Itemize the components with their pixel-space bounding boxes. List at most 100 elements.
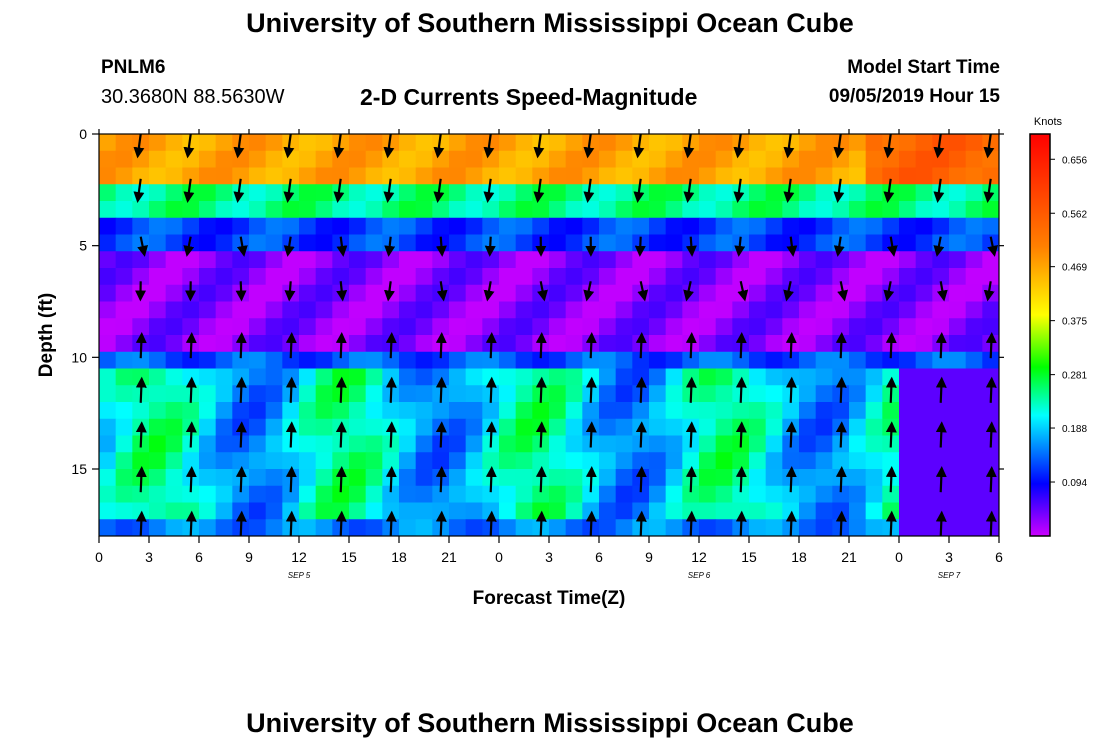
heatmap-cell <box>515 452 533 470</box>
heatmap-cell <box>515 184 533 202</box>
heatmap-cell <box>515 301 533 319</box>
y-tick-label: 5 <box>79 238 87 254</box>
heatmap-cell <box>649 234 667 252</box>
current-arrow <box>183 236 195 257</box>
heatmap-cell <box>749 234 767 252</box>
heatmap-cell <box>815 519 833 536</box>
heatmap-cell <box>549 251 567 269</box>
current-arrow <box>585 376 597 403</box>
heatmap-cell <box>965 234 983 252</box>
heatmap-cell <box>315 184 333 202</box>
heatmap-cell <box>265 335 283 353</box>
heatmap-cell <box>599 184 617 202</box>
heatmap-cell <box>332 251 350 269</box>
heatmap-cell <box>332 485 350 504</box>
heatmap-cell <box>215 519 233 536</box>
heatmap-cell <box>599 150 617 169</box>
heatmap-cell <box>632 351 650 370</box>
heatmap-cell <box>899 402 917 420</box>
current-arrow <box>133 134 145 159</box>
heatmap-cell <box>165 150 183 169</box>
heatmap-cell <box>549 318 567 336</box>
heatmap-cell <box>649 418 667 437</box>
heatmap-cell <box>565 268 583 286</box>
heatmap-cell <box>299 469 317 487</box>
heatmap-cell <box>799 435 817 453</box>
heatmap-cell <box>515 502 533 520</box>
heatmap-cell <box>365 469 383 487</box>
current-arrow <box>885 332 897 359</box>
heatmap-cell <box>532 167 550 185</box>
heatmap-cell <box>265 134 283 152</box>
heatmap-cell <box>932 351 950 370</box>
heatmap-cell <box>399 335 417 353</box>
heatmap-cell <box>265 217 283 236</box>
heatmap-cell <box>99 385 117 403</box>
heatmap-cell <box>599 335 617 353</box>
heatmap-cell <box>632 485 650 504</box>
heatmap-cell <box>165 284 183 303</box>
heatmap-cell <box>565 502 583 520</box>
heatmap-cell <box>99 150 117 169</box>
heatmap-cell <box>915 234 933 252</box>
heatmap-cell <box>615 201 633 219</box>
heatmap-cell <box>299 217 317 236</box>
heatmap-cell <box>665 351 683 370</box>
heatmap-cell <box>499 452 517 470</box>
heatmap-cell <box>115 502 133 520</box>
current-arrow <box>735 421 747 448</box>
heatmap-cell <box>982 251 999 269</box>
heatmap-cell <box>415 167 433 185</box>
heatmap-cell <box>482 268 500 286</box>
heatmap-cell <box>582 184 600 202</box>
heatmap-cell <box>965 217 983 236</box>
heatmap-cell <box>265 485 283 504</box>
heatmap-cell <box>615 217 633 236</box>
heatmap-cell <box>682 150 700 169</box>
heatmap-cell <box>615 368 633 386</box>
heatmap-cell <box>715 201 733 219</box>
heatmap-cell <box>815 351 833 370</box>
heatmap-cell <box>549 402 567 420</box>
heatmap-cell <box>365 418 383 437</box>
heatmap-cell <box>182 201 200 219</box>
heatmap-cell <box>249 418 267 437</box>
heatmap-cell <box>115 234 133 252</box>
heatmap-cell <box>882 351 900 370</box>
heatmap-cell <box>115 385 133 403</box>
heatmap-cell <box>932 268 950 286</box>
current-arrow <box>435 466 447 493</box>
heatmap-cell <box>849 368 867 386</box>
heatmap-cell <box>282 150 300 169</box>
heatmap-cell <box>915 452 933 470</box>
heatmap-cell <box>749 435 767 453</box>
heatmap-cell <box>399 201 417 219</box>
heatmap-cell <box>799 485 817 504</box>
current-arrow <box>535 421 547 448</box>
heatmap-cell <box>299 335 317 353</box>
heatmap-cell <box>549 519 567 536</box>
heatmap-cell <box>232 402 250 420</box>
heatmap-cell <box>199 502 217 520</box>
heatmap-cell <box>199 485 217 504</box>
heatmap-cell <box>749 418 767 437</box>
heatmap-cell <box>632 167 650 185</box>
heatmap-cell <box>565 452 583 470</box>
heatmap-cell <box>199 201 217 219</box>
heatmap-cell <box>899 134 917 152</box>
heatmap-cell <box>649 150 667 169</box>
current-arrow <box>385 376 397 403</box>
heatmap-cell <box>265 418 283 437</box>
heatmap-cell <box>599 485 617 504</box>
heatmap-cell <box>849 268 867 286</box>
heatmap-cell <box>732 301 750 319</box>
heatmap-cell <box>615 469 633 487</box>
x-tick-label: 0 <box>895 549 903 565</box>
heatmap-cell <box>865 268 883 286</box>
x-tick-label: 0 <box>495 549 503 565</box>
heatmap-cell <box>615 134 633 152</box>
current-arrow <box>283 236 295 257</box>
heatmap-cell <box>749 469 767 487</box>
heatmap-cell <box>649 351 667 370</box>
heatmap-cell <box>749 485 767 504</box>
